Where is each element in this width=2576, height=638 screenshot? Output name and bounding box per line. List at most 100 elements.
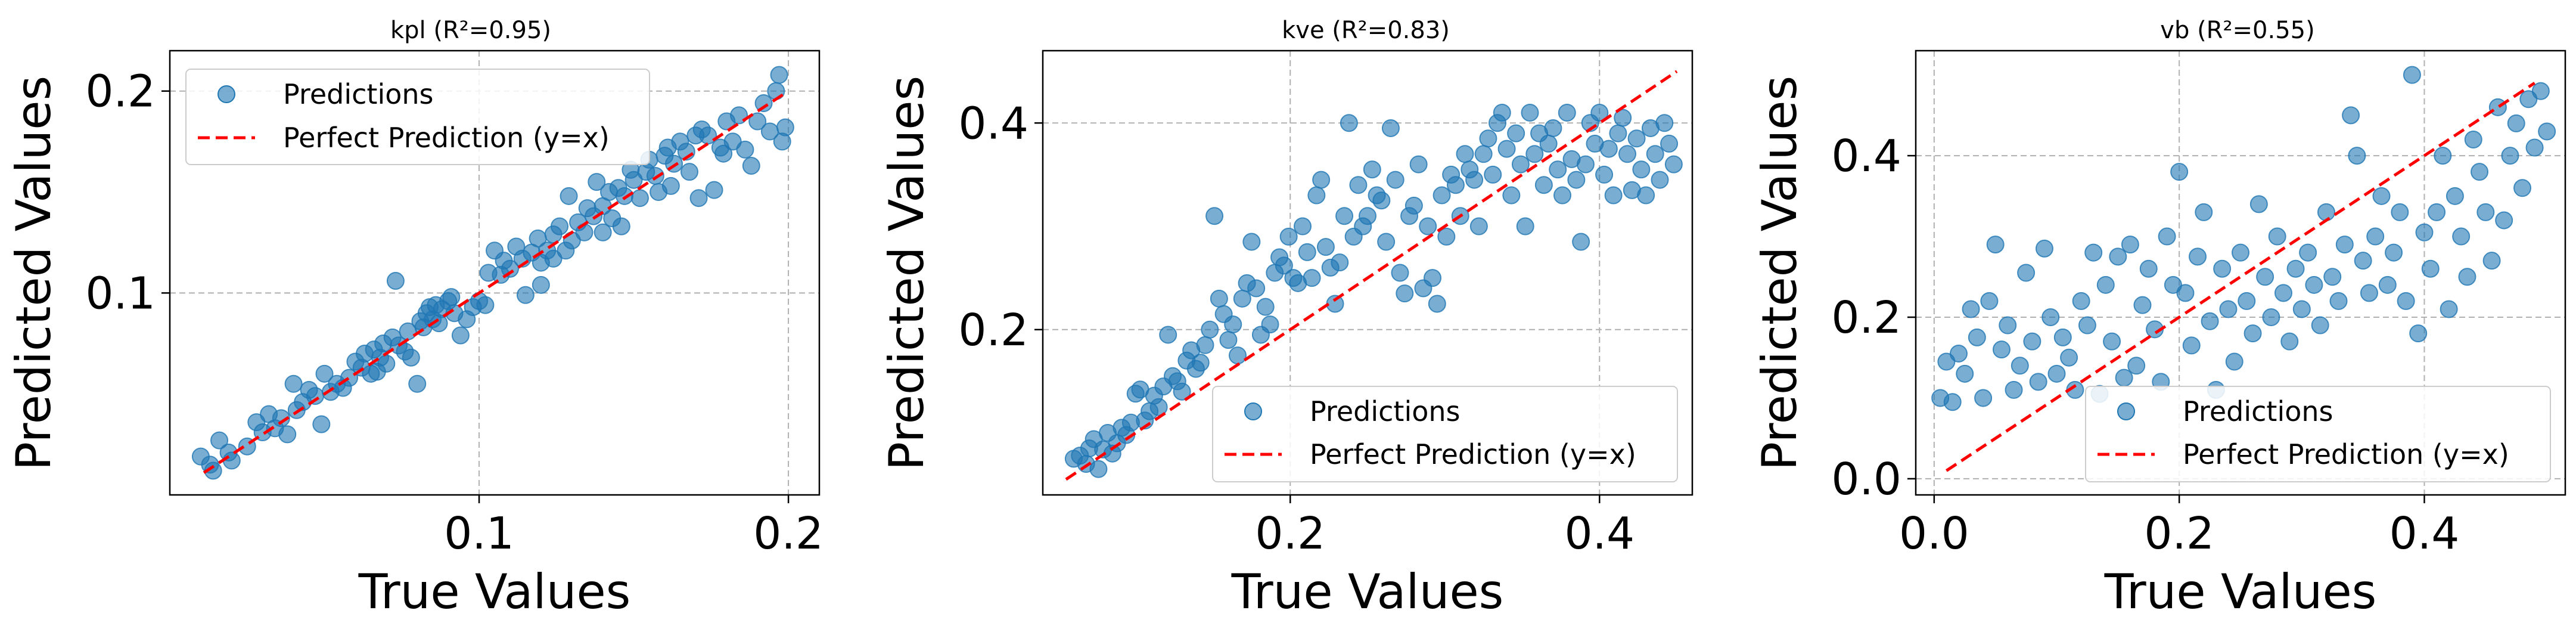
data-point [2372,187,2391,205]
data-point [1089,460,1108,478]
data-point [2084,243,2103,262]
data-point [2403,66,2421,84]
data-point [1335,207,1354,225]
y-tick-label: 0.4 [958,98,1028,149]
data-point [2329,292,2348,310]
data-point [1999,316,2017,335]
data-point [1544,119,1562,137]
data-point [2342,106,2360,125]
data-point [1456,145,1474,163]
axis-ticks: 0.2 0.4 0.2 0.4 [958,98,1635,559]
data-point [1391,264,1409,282]
data-point [1595,165,1614,184]
subplot-kpl: kpl (R²=0.95) 0.1 0.2 0.1 0.2 True Values P… [6,17,824,620]
data-point [532,275,550,294]
data-point [2495,211,2513,230]
data-point [748,112,767,131]
perfect-prediction-line [203,92,787,474]
data-point [2029,373,2047,391]
perfect-prediction-line [1065,70,1678,481]
data-point [1275,256,1293,275]
data-point [723,132,742,151]
data-point [1651,171,1669,189]
y-tick-label: 0.2 [958,305,1028,356]
data-point [1521,103,1539,122]
data-point [1428,295,1446,313]
axis-ticks: 0.1 0.2 0.1 0.2 [85,66,824,559]
scatter-points [191,66,794,480]
scatter-points [1064,103,1683,478]
legend: Predictions Perfect Prediction (y=x) [1212,386,1678,482]
data-point [1493,103,1511,122]
data-point [1424,269,1441,287]
data-point [2017,264,2036,282]
data-point [377,354,396,373]
data-point [1149,398,1168,416]
data-point [408,374,427,393]
data-point [1377,233,1396,251]
data-point [2397,292,2415,310]
data-point [2047,364,2066,383]
data-point [2323,268,2342,286]
data-point [1511,155,1530,174]
data-point [2464,131,2482,148]
data-point [1446,176,1465,194]
data-point [2127,357,2146,375]
data-point [1943,393,1962,411]
data-point [551,217,568,236]
data-point [1539,134,1558,153]
data-point [593,223,612,241]
data-point [1256,298,1275,316]
data-point [1534,176,1553,194]
data-point [2115,368,2133,387]
data-point [646,166,664,185]
data-point [1196,336,1214,354]
data-point [1409,155,1428,174]
data-point [1949,344,1968,363]
data-point [1576,155,1595,174]
legend-label-perfect-line: Perfect Prediction (y=x) [1310,438,1636,470]
data-point [630,189,649,207]
data-point [742,157,760,175]
legend-label-perfect-line: Perfect Prediction (y=x) [2183,438,2509,470]
data-point [2286,259,2305,278]
x-tick-label: 0.1 [444,508,514,559]
data-point [1201,320,1219,339]
data-point [2189,247,2207,266]
subplot-vb: vb (R²=0.55) 0.0 0.2 0.4 0.0 0.2 0.4 True Val… [1752,17,2566,620]
data-point [2164,275,2182,294]
data-point [1609,124,1627,143]
data-point [1549,160,1567,179]
x-tick-label: 0.4 [2389,508,2460,559]
data-point [284,374,303,393]
data-point [1992,340,2011,359]
y-tick-label: 0.0 [1831,454,1901,505]
y-axis-label: Predicted Values [6,76,61,470]
data-point [2096,275,2115,294]
axes-frame [169,49,821,496]
data-point [1247,279,1266,298]
data-point [451,326,470,345]
legend-marker-predictions [217,85,235,103]
data-point [612,217,630,236]
data-point [544,249,563,268]
y-tick-label: 0.2 [85,66,156,117]
data-point [2525,138,2544,157]
data-point [1553,186,1571,205]
data-point [1479,129,1497,148]
data-point [776,118,794,137]
data-point [1372,191,1391,210]
data-point [1219,331,1238,349]
data-point [624,171,643,189]
data-point [2053,328,2072,346]
data-point [1242,233,1261,251]
scatter-points [1931,66,2556,411]
data-point [2428,203,2446,221]
data-point [2109,247,2127,266]
data-point [2434,147,2452,165]
data-point [1316,238,1335,256]
subplot-title: kve (R²=0.83) [1282,17,1450,44]
data-point [402,348,420,367]
data-point [616,187,633,205]
